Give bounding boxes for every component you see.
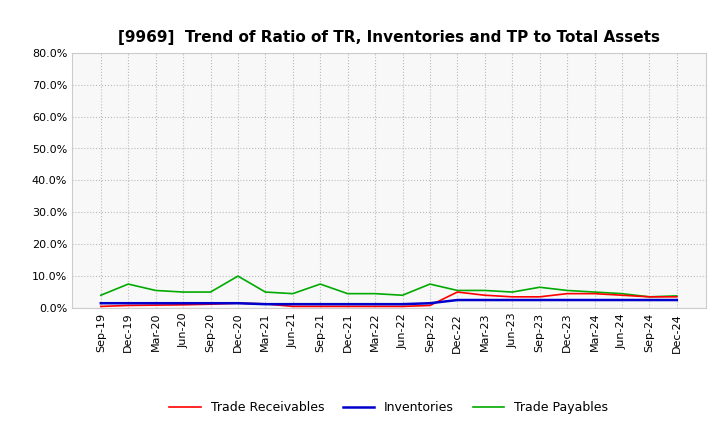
Inventories (398, 301, 407, 307)
Trade Receivables (563, 291, 572, 296)
Inventories (618, 297, 626, 303)
Inventories (536, 297, 544, 303)
Trade Payables (206, 290, 215, 295)
Inventories (480, 297, 489, 303)
Inventories (151, 301, 160, 306)
Trade Payables (289, 291, 297, 296)
Trade Receivables (508, 294, 516, 300)
Trade Receivables (96, 304, 105, 309)
Trade Payables (672, 293, 681, 298)
Line: Inventories: Inventories (101, 300, 677, 304)
Trade Receivables (398, 304, 407, 309)
Line: Trade Payables: Trade Payables (101, 276, 677, 297)
Inventories (179, 301, 187, 306)
Trade Receivables (233, 301, 242, 306)
Inventories (289, 301, 297, 307)
Trade Payables (343, 291, 352, 296)
Trade Receivables (179, 302, 187, 308)
Trade Payables (426, 282, 434, 287)
Inventories (645, 297, 654, 303)
Trade Payables (151, 288, 160, 293)
Trade Receivables (453, 290, 462, 295)
Inventories (426, 301, 434, 306)
Legend: Trade Receivables, Inventories, Trade Payables: Trade Receivables, Inventories, Trade Pa… (164, 396, 613, 419)
Trade Receivables (151, 302, 160, 308)
Trade Payables (124, 282, 132, 287)
Inventories (453, 297, 462, 303)
Title: [9969]  Trend of Ratio of TR, Inventories and TP to Total Assets: [9969] Trend of Ratio of TR, Inventories… (118, 29, 660, 45)
Trade Receivables (289, 304, 297, 309)
Trade Payables (371, 291, 379, 296)
Inventories (590, 297, 599, 303)
Trade Payables (453, 288, 462, 293)
Inventories (563, 297, 572, 303)
Trade Receivables (206, 301, 215, 307)
Trade Payables (645, 294, 654, 300)
Trade Payables (261, 290, 270, 295)
Inventories (371, 301, 379, 307)
Trade Payables (316, 282, 325, 287)
Inventories (261, 301, 270, 307)
Trade Payables (233, 273, 242, 279)
Trade Payables (563, 288, 572, 293)
Trade Receivables (672, 294, 681, 300)
Trade Payables (96, 293, 105, 298)
Trade Receivables (645, 294, 654, 300)
Inventories (316, 301, 325, 307)
Inventories (96, 301, 105, 306)
Trade Payables (618, 291, 626, 296)
Trade Receivables (590, 291, 599, 296)
Trade Receivables (371, 304, 379, 309)
Inventories (206, 301, 215, 306)
Inventories (233, 301, 242, 306)
Inventories (508, 297, 516, 303)
Line: Trade Receivables: Trade Receivables (101, 292, 677, 306)
Trade Receivables (480, 293, 489, 298)
Trade Receivables (426, 303, 434, 308)
Inventories (343, 301, 352, 307)
Trade Receivables (261, 301, 270, 307)
Trade Receivables (343, 304, 352, 309)
Trade Payables (398, 293, 407, 298)
Trade Payables (590, 290, 599, 295)
Inventories (672, 297, 681, 303)
Trade Receivables (124, 303, 132, 308)
Trade Receivables (316, 304, 325, 309)
Trade Payables (536, 285, 544, 290)
Trade Payables (508, 290, 516, 295)
Inventories (124, 301, 132, 306)
Trade Receivables (618, 293, 626, 298)
Trade Receivables (536, 294, 544, 300)
Trade Payables (480, 288, 489, 293)
Trade Payables (179, 290, 187, 295)
